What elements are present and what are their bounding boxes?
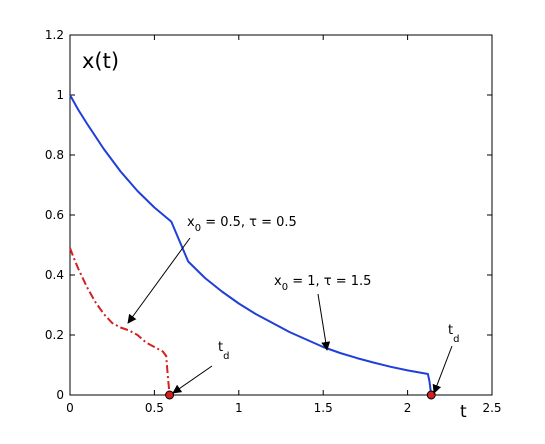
y-tick-label: 0.4 — [45, 268, 64, 282]
y-tick-label: 0.6 — [45, 208, 64, 222]
terminal-point-marker — [165, 390, 175, 400]
annotation-td-right: td — [448, 323, 459, 345]
series-line-2 — [69, 247, 171, 396]
x-tick-label: 2 — [404, 401, 412, 415]
plot-area — [69, 34, 493, 396]
series-layer — [69, 94, 433, 396]
y-tick-label: 0.8 — [45, 148, 64, 162]
annotation-blue-curve: x0 = 1, τ = 1.5 — [274, 274, 371, 293]
annotation-td-left: td — [218, 340, 229, 362]
x-tick-label: 0 — [66, 401, 74, 415]
y-tick-label: 1 — [56, 88, 64, 102]
y-tick-label: 0 — [56, 388, 64, 402]
y-tick-label: 0.2 — [45, 328, 64, 342]
axis-ticks: 0 0.5 1 1.5 2 2.5 0 0.2 0.4 0.6 0.8 1 1.2 — [45, 28, 502, 415]
y-tick-label: 1.2 — [45, 28, 64, 42]
annotation-red-curve: x0 = 0.5, τ = 0.5 — [187, 215, 297, 234]
series-line-1 — [69, 94, 433, 396]
x-tick-label: 1.5 — [314, 401, 333, 415]
x-tick-label: 1 — [235, 401, 243, 415]
x-axis-label: t — [460, 402, 467, 422]
chart-title: x(t) — [82, 49, 119, 73]
x-tick-label: 0.5 — [145, 401, 164, 415]
x-tick-label: 2.5 — [482, 401, 501, 415]
annotation-arrow-td-left — [172, 365, 213, 394]
annotation-arrow-red — [127, 237, 191, 324]
annotation-arrow-td-right — [432, 345, 453, 394]
annotation-arrow-blue — [317, 293, 331, 351]
